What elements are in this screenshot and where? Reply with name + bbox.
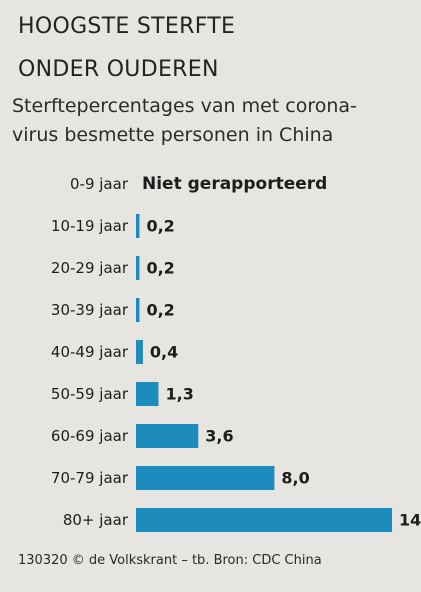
category-label: 80+ jaar (63, 511, 129, 529)
category-label: 40-49 jaar (51, 343, 129, 361)
value-label: 0,2 (146, 301, 174, 320)
value-label: 0,2 (146, 259, 174, 278)
value-label: 8,0 (281, 469, 309, 488)
chart-subtitle-line-2: virus besmette personen in China (12, 124, 334, 146)
bar (136, 466, 275, 490)
value-label: 0,4 (150, 343, 178, 362)
category-label: 60-69 jaar (51, 427, 129, 445)
chart-title-line-2: ONDER OUDEREN (18, 57, 219, 82)
category-label: 10-19 jaar (51, 217, 129, 235)
bar (136, 508, 393, 532)
bar (136, 256, 140, 280)
category-label: 50-59 jaar (51, 385, 129, 403)
value-label: 3,6 (205, 427, 233, 446)
bar (136, 298, 140, 322)
bar (136, 382, 159, 406)
category-label: 0-9 jaar (70, 175, 129, 193)
bar (136, 424, 199, 448)
bar (136, 340, 143, 364)
value-label: 1,3 (165, 385, 193, 404)
category-label: 30-39 jaar (51, 301, 129, 319)
category-label: 20-29 jaar (51, 259, 129, 277)
value-label: 0,2 (146, 217, 174, 236)
source-credit: 130320 © de Volkskrant – tb. Bron: CDC C… (18, 553, 322, 568)
not-reported-label: Niet gerapporteerd (142, 174, 327, 194)
chart-subtitle-line-1: Sterftepercentages van met corona- (12, 95, 357, 117)
chart-title-line-1: HOOGSTE STERFTE (18, 14, 236, 39)
bar (136, 214, 140, 238)
value-label: 14 (399, 511, 421, 530)
category-label: 70-79 jaar (51, 469, 129, 487)
